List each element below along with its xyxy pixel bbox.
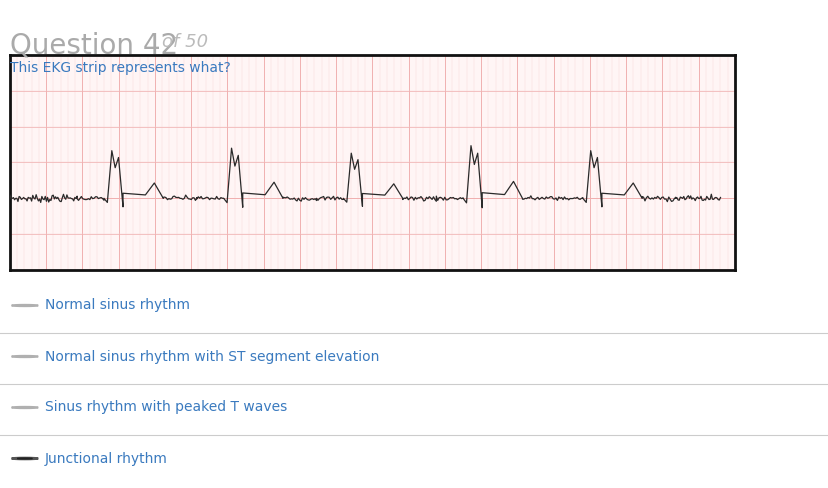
Text: Junctional rhythm: Junctional rhythm [45, 451, 167, 466]
Text: Normal sinus rhythm: Normal sinus rhythm [45, 299, 190, 312]
Text: Question 42: Question 42 [10, 32, 178, 60]
Text: Normal sinus rhythm with ST segment elevation: Normal sinus rhythm with ST segment elev… [45, 349, 378, 364]
Text: Sinus rhythm with peaked T waves: Sinus rhythm with peaked T waves [45, 401, 286, 414]
Text: This EKG strip represents what?: This EKG strip represents what? [10, 61, 230, 75]
Text: of 50: of 50 [161, 33, 208, 51]
Circle shape [17, 458, 32, 459]
